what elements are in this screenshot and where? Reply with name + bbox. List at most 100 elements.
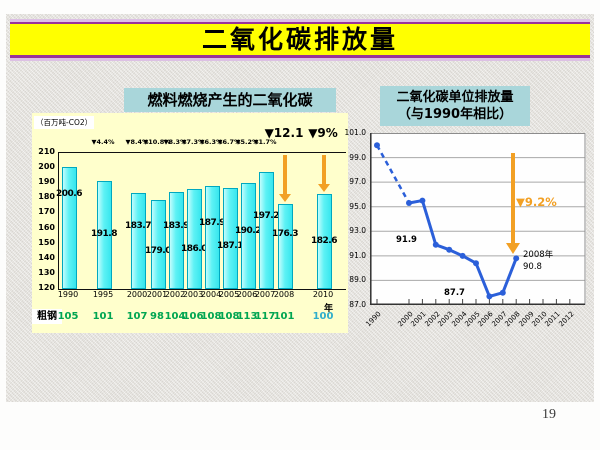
reduction-annotation: ▼9.2% [516,195,557,209]
x-tick-label: 2007 [254,290,276,299]
x-tick-label: 2004 [200,290,222,299]
y-tick-label: 150 [38,237,55,247]
y-tick-label: 130 [38,267,55,277]
crude-steel-index-value: 117 [254,311,276,322]
line-chart-plot-area [370,133,586,305]
y-tick-label: 120 [38,282,55,292]
bar-1990 [61,167,77,289]
y-tick-label: 190 [38,177,55,187]
down-arrow [283,155,287,194]
data-point-2007 [499,289,506,296]
drop-label: ▼7.3% [181,138,205,146]
x-tick-label: 1990 [57,290,79,299]
data-point-2002 [432,241,439,248]
drop-label: ▼5.2% [235,138,259,146]
bar-value-label: 187.9 [199,218,225,228]
bar-value-label: 182.6 [311,236,337,246]
bar-value-label: 191.8 [91,229,117,239]
bar-2008 [277,203,293,289]
bar-value-label: 187.1 [217,241,243,251]
drop-label: ▼6.7% [217,138,241,146]
drop-label: ▼1.7% [253,138,277,146]
right-chart-title-line2: （与1990年相比） [397,107,513,122]
x-tick-label: 2002 [164,290,186,299]
slide-title: 二氧化碳排放量 [201,25,398,54]
right-chart-title-line1: 二氧化碳单位排放量 [396,90,514,105]
bar-2000 [130,192,146,289]
point-label-2008-year: 2008年 [523,250,554,260]
target-arrow-head [506,243,520,254]
down-arrow-head [318,184,330,193]
bar-value-label: 190.2 [235,226,261,236]
x-tick-label: 1995 [92,290,114,299]
data-point-2005 [473,260,479,267]
drop-label: ▼6.3% [199,138,223,146]
crude-steel-index-value: 104 [164,311,186,322]
y-tick-label: 140 [38,252,55,262]
x-tick-label: 2001 [146,290,168,299]
crude-steel-index-value: 105 [57,311,79,322]
drop-label: ▼4.4% [91,138,115,146]
crude-steel-index-value: 106 [182,311,204,322]
bar-2007 [258,172,274,289]
x-tick-label: 2003 [182,290,204,299]
y-tick-label: 95.0 [349,201,366,211]
bar-2005 [222,187,238,289]
bar-value-label: 183.7 [125,221,151,231]
point-label-2002: 91.9 [396,235,417,245]
y-tick-label: 89.0 [349,275,366,285]
y-tick-label: 210 [38,147,55,156]
point-label-2008-value: 90.8 [523,262,542,272]
line-dashed-segment [375,144,411,204]
y-tick-label: 101.0 [344,128,366,137]
bar-chart-plot-area: 200.6 191.8 183.7 179.0 183.9 186.0 187.9 187.1… [56,152,346,290]
data-point-2000 [406,200,412,207]
left-chart-title: 燃料燃烧产生的二氧化碳 [124,88,336,112]
bar-2004 [204,186,220,289]
drop-label: ▼9% [308,126,338,140]
bar-chart-panel: （百万吨-CO2） 200.6 191.8 183.7 179.0 183.9 186.0… [32,113,348,333]
data-point-2004 [459,252,466,259]
drop-label: ▼10.8% [143,138,171,146]
data-point-2006 [486,293,493,300]
drop-label: ▼8.3% [163,138,187,146]
y-tick-label: 200 [38,162,55,172]
bar-1995 [96,180,112,289]
data-point-2003 [446,246,453,253]
y-tick-label: 97.0 [349,177,366,187]
bar-2001 [150,199,166,289]
x-tick-label: 2006 [236,290,258,299]
data-point-1990 [374,142,380,149]
y-tick-label: 93.0 [349,226,366,236]
drop-label: ▼12.1 [264,126,304,140]
y-tick-label: 170 [38,207,55,217]
crude-steel-index-value: 100 [312,311,334,322]
bar-value-label: 186.0 [181,244,207,254]
y-tick-label: 160 [38,222,55,232]
y-tick-label: 91.0 [349,250,366,260]
y-axis-unit-label: （百万吨-CO2） [34,116,95,129]
bar-2010 [316,194,332,289]
bar-value-label: 176.3 [272,229,298,239]
y-tick-label: 180 [38,192,55,202]
data-point-2001 [419,197,426,204]
crude-steel-label: 粗钢 [32,309,62,324]
x-tick-label: 2008 [273,290,295,299]
x-tick-label: 2000 [126,290,148,299]
y-tick-label: 99.0 [349,152,366,162]
crude-steel-index-value: 108 [218,311,240,322]
x-tick-label: 2010 [312,290,334,299]
plot-border [370,133,586,305]
y-tick-label: 87.0 [349,299,366,309]
down-arrow [322,155,326,185]
bar-2003 [186,189,202,289]
crude-steel-index-value: 98 [150,311,164,322]
data-point-2008 [513,255,520,262]
right-chart-title: 二氧化碳单位排放量 （与1990年相比） [380,86,530,126]
point-label-low: 87.7 [444,288,465,298]
slide-title-banner: 二氧化碳排放量 [10,22,590,58]
bar-value-label: 183.9 [163,221,189,231]
crude-steel-index-value: 101 [273,311,295,322]
crude-steel-index-value: 108 [200,311,222,322]
